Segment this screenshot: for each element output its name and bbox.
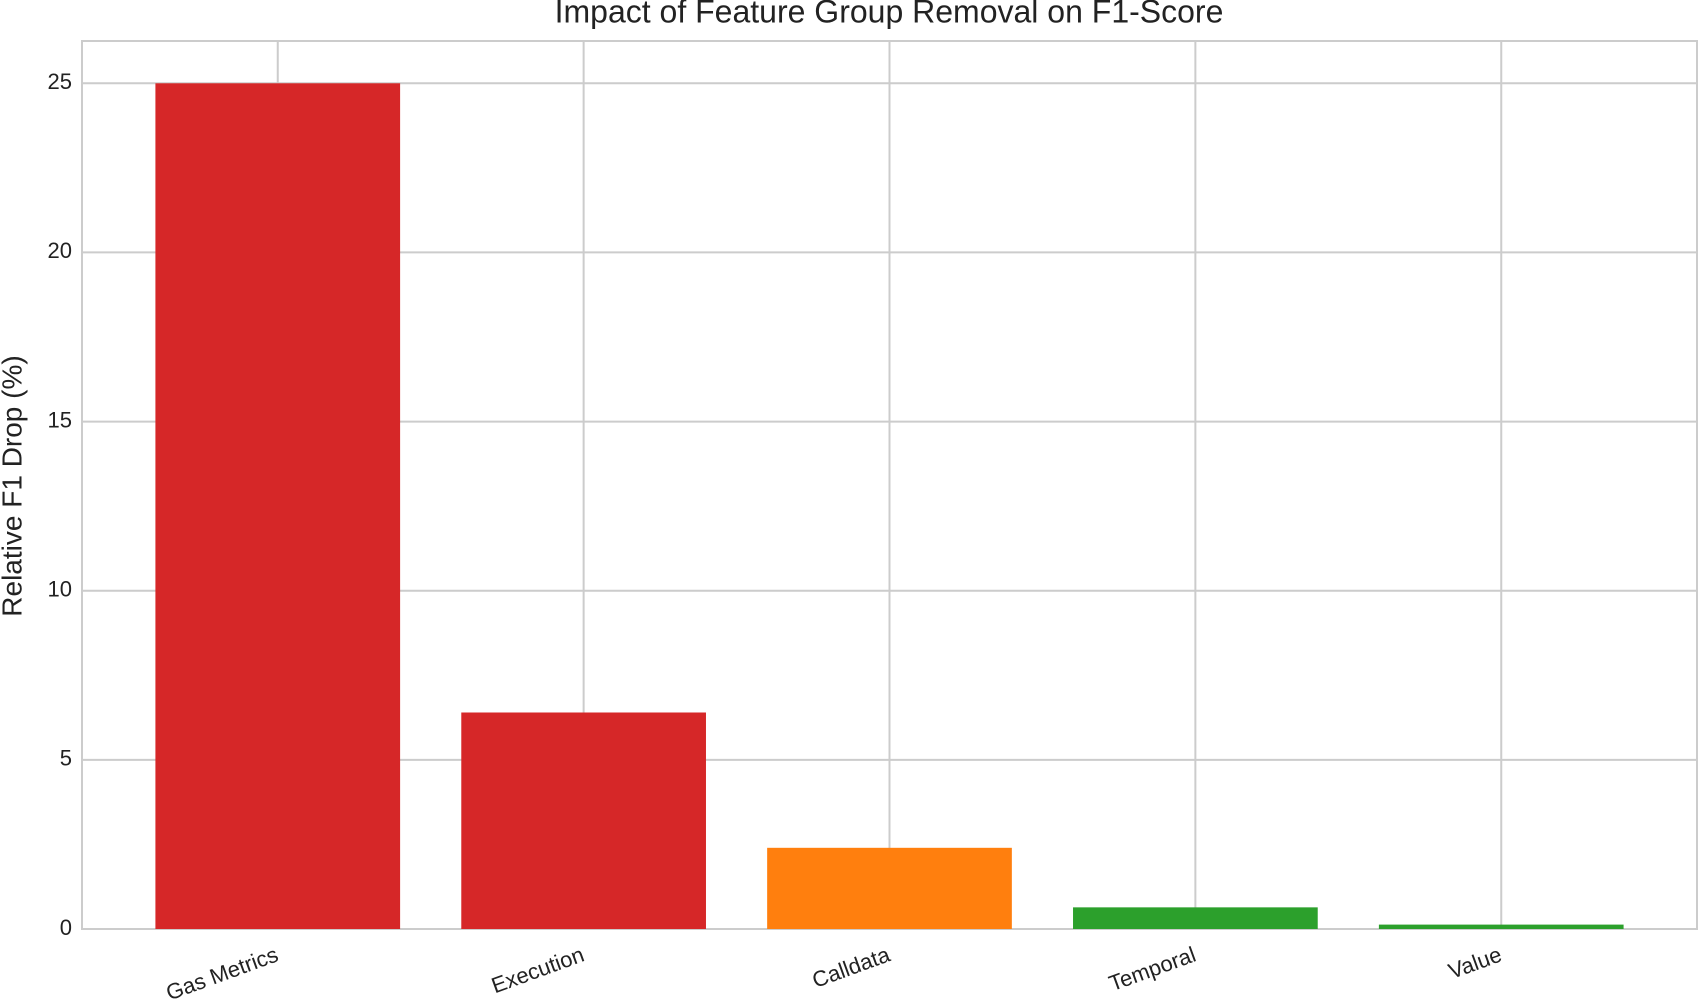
y-tick-label: 5: [60, 746, 72, 771]
y-axis-label: Relative F1 Drop (%): [0, 355, 27, 616]
bar: [1378, 924, 1624, 929]
y-tick-label: 15: [48, 407, 72, 432]
chart-title: Impact of Feature Group Removal on F1-Sc…: [555, 0, 1224, 29]
bar: [155, 83, 401, 930]
bar: [461, 712, 706, 929]
y-tick-label: 25: [48, 69, 72, 94]
y-tick-label: 0: [60, 915, 72, 940]
y-tick-label: 10: [48, 577, 72, 602]
y-tick-label: 20: [48, 238, 72, 263]
x-tick-label: Temporal: [1105, 942, 1199, 996]
x-tick-label: Calldata: [809, 941, 894, 992]
x-tick-label: Value: [1445, 942, 1505, 984]
x-tick-label: Gas Metrics: [163, 942, 282, 1005]
bar: [767, 847, 1012, 929]
x-tick-label: Execution: [488, 942, 587, 999]
bar: [1073, 907, 1318, 929]
